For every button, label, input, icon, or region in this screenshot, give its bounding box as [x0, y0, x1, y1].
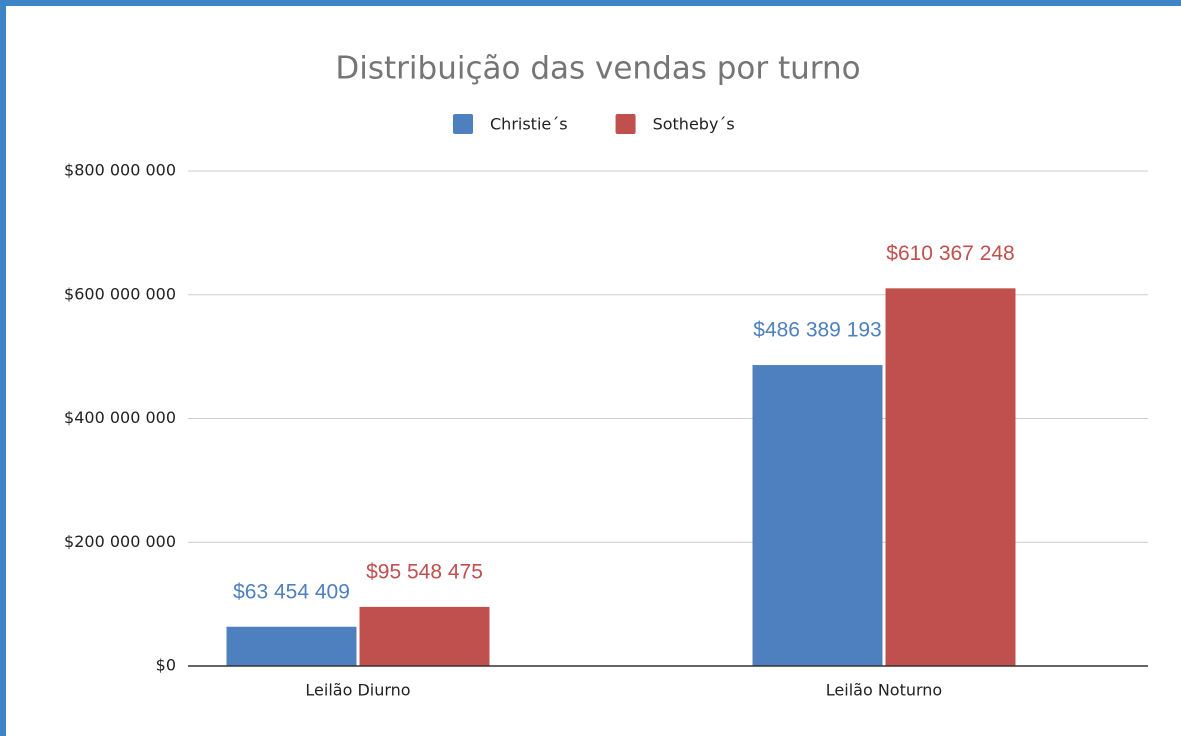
chart-title: Distribuição das vendas por turno: [335, 51, 860, 87]
bar: [359, 606, 490, 666]
x-tick-label: Leilão Noturno: [826, 681, 942, 700]
bar: [752, 365, 883, 666]
value-label: $486 389 193: [753, 319, 881, 342]
x-tick-label: Leilão Diurno: [305, 681, 410, 700]
legend-label: Sotheby´s: [653, 115, 735, 134]
value-label: $610 367 248: [886, 242, 1014, 265]
legend-swatch: [453, 114, 473, 134]
y-tick-label: $800 000 000: [64, 161, 176, 180]
y-tick-label: $400 000 000: [64, 408, 176, 427]
frame-left: [0, 0, 6, 736]
legend-swatch: [615, 114, 636, 134]
bar: [885, 288, 1016, 666]
frame-top: [0, 0, 1181, 6]
y-tick-label: $600 000 000: [64, 284, 176, 303]
y-tick-label: $200 000 000: [64, 532, 176, 551]
legend-label: Christie´s: [490, 115, 568, 134]
y-tick-label: $0: [156, 656, 176, 675]
value-label: $63 454 409: [233, 580, 350, 603]
value-label: $95 548 475: [366, 560, 483, 583]
bar: [226, 626, 357, 666]
